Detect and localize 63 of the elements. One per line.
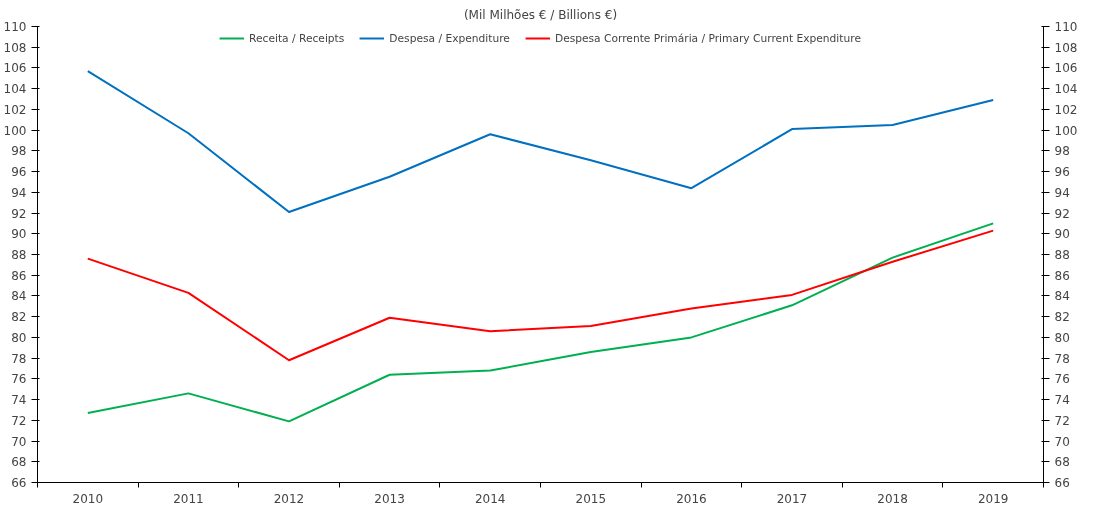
y-tick-label: 90 <box>11 227 27 242</box>
y-tick-label: 74 <box>11 393 27 408</box>
y2-tick-label: 74 <box>1054 393 1070 408</box>
y-tick-label: 72 <box>11 413 27 428</box>
y-tick-label: 94 <box>11 185 27 200</box>
y-tick-label: 96 <box>11 165 27 180</box>
y2-tick-label: 92 <box>1054 206 1070 221</box>
y2-tick-label: 80 <box>1054 330 1070 345</box>
legend-label: Receita / Receipts <box>249 31 345 45</box>
y2-tick-label: 66 <box>1054 476 1070 490</box>
y-tick-label: 104 <box>3 82 27 97</box>
y2-tick-label: 104 <box>1054 82 1078 97</box>
legend-label: Despesa / Expenditure <box>389 31 510 45</box>
y-tick-label: 108 <box>3 40 27 55</box>
legend-label: Despesa Corrente Primária / Primary Current Expenditure <box>554 31 861 45</box>
y2-tick-label: 72 <box>1054 413 1070 428</box>
x-tick-label: 2014 <box>474 491 506 506</box>
y2-tick-label: 98 <box>1054 144 1070 159</box>
x-tick-label: 2015 <box>575 491 607 506</box>
y2-tick-label: 90 <box>1054 227 1070 242</box>
line-series <box>86 70 995 214</box>
x-tick-label: 2010 <box>72 491 104 506</box>
y-tick-label: 76 <box>11 372 27 387</box>
y2-tick-label: 100 <box>1054 123 1078 138</box>
line-series <box>86 229 995 362</box>
y-tick-label: 98 <box>11 144 27 159</box>
y-tick-label: 84 <box>11 289 27 304</box>
y2-tick-label: 82 <box>1054 310 1070 325</box>
x-tick-label: 2018 <box>877 491 908 506</box>
y-tick-label: 100 <box>3 123 27 138</box>
x-tick-label: 2017 <box>776 491 808 506</box>
x-tick-label: 2016 <box>676 491 707 506</box>
y-tick-label: 66 <box>11 476 27 490</box>
y-tick-label: 106 <box>3 61 27 76</box>
y-tick-label: 78 <box>11 351 27 366</box>
y2-tick-label: 78 <box>1054 351 1070 366</box>
x-tick-label: 2013 <box>374 491 405 506</box>
y-tick-label: 92 <box>11 206 27 221</box>
y2-tick-label: 76 <box>1054 372 1070 387</box>
line-series <box>86 222 995 423</box>
y2-tick-label: 106 <box>1054 61 1078 76</box>
y-tick-label: 80 <box>11 330 27 345</box>
y2-tick-label: 110 <box>1054 20 1078 34</box>
y2-tick-label: 86 <box>1054 268 1070 283</box>
y-tick-label: 110 <box>3 20 27 34</box>
y-tick-label: 70 <box>11 434 27 449</box>
y2-tick-label: 94 <box>1054 185 1070 200</box>
y2-tick-label: 108 <box>1054 40 1078 55</box>
y2-tick-label: 84 <box>1054 289 1070 304</box>
y2-tick-label: 68 <box>1054 455 1070 470</box>
x-tick-label: 2012 <box>273 491 305 506</box>
y-tick-label: 82 <box>11 310 27 325</box>
x-tick-label: 2011 <box>173 491 204 506</box>
y2-tick-label: 102 <box>1054 102 1078 117</box>
y-tick-label: 102 <box>3 102 27 117</box>
y2-tick-label: 96 <box>1054 165 1070 180</box>
y-tick-label: 86 <box>11 268 27 283</box>
y-tick-label: 68 <box>11 455 27 470</box>
x-tick-label: 2019 <box>977 491 1009 506</box>
y2-tick-label: 88 <box>1054 248 1070 262</box>
y-tick-label: 88 <box>11 248 27 262</box>
chart-subtitle: (Mil Milhões € / Billions €) <box>463 7 618 22</box>
y2-tick-label: 70 <box>1054 434 1070 449</box>
